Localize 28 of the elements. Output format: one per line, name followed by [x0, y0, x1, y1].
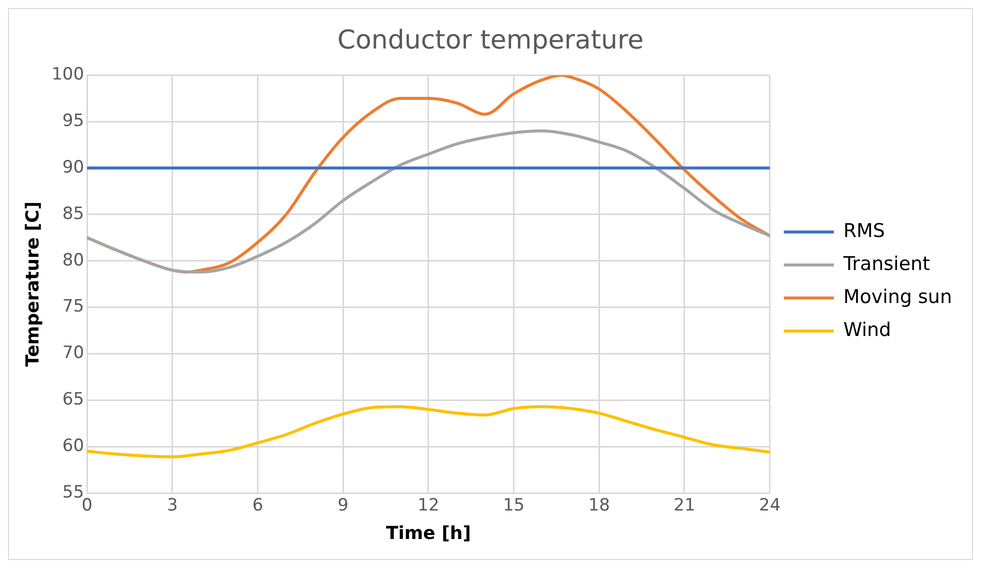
line-series — [87, 405, 770, 458]
x-tick-label: 3 — [166, 496, 178, 516]
legend-label: Transient — [842, 252, 930, 275]
x-tick-label: 0 — [82, 496, 92, 516]
x-tick-label: 12 — [418, 496, 440, 516]
y-tick-label: 75 — [62, 296, 84, 317]
y-tick-label: 70 — [62, 343, 84, 364]
legend-label: RMS — [843, 220, 885, 242]
y-axis-title: Temperature [C] — [22, 201, 44, 367]
y-tick-label: 65 — [62, 390, 84, 410]
y-tick-label: 90 — [62, 157, 84, 178]
x-tick-label: 24 — [759, 496, 781, 516]
y-tick-label: 85 — [62, 204, 84, 224]
x-tick-label: 6 — [252, 496, 264, 516]
y-tick-label: 100 — [52, 64, 84, 85]
line-series — [87, 129, 770, 274]
y-tick-label: 60 — [62, 436, 84, 456]
y-tick-label: 95 — [62, 111, 84, 132]
y-tick-label: 80 — [62, 250, 84, 270]
x-tick-label: 9 — [338, 496, 349, 516]
x-tick-label: 18 — [588, 496, 610, 516]
legend-label: Wind — [843, 318, 892, 341]
x-tick-label: 21 — [674, 496, 696, 516]
legend-label: Moving sun — [843, 286, 952, 308]
x-axis-title: Time [h] — [386, 522, 471, 544]
y-tick-label: 55 — [62, 482, 84, 502]
chart-title: Conductor temperature — [337, 25, 644, 56]
x-tick-label: 15 — [502, 496, 525, 516]
